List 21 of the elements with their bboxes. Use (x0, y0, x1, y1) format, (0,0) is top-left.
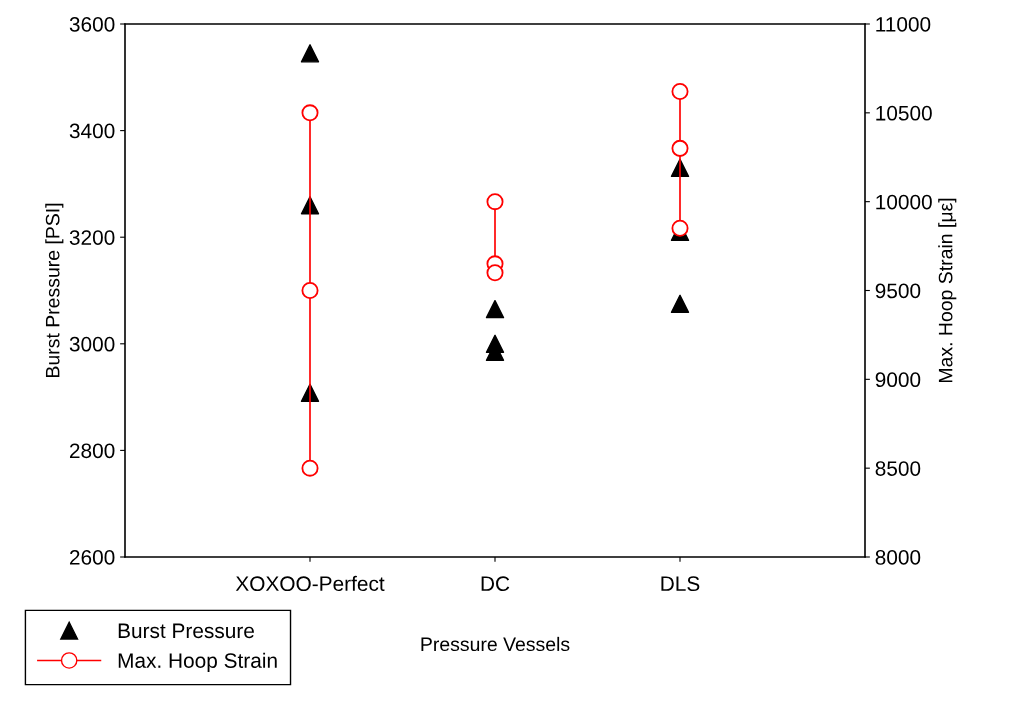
y2-tick-label: 11000 (876, 17, 931, 32)
y-axis-title: Burst Pressure [PSI] (45, 203, 64, 377)
y2-tick-label: 8500 (875, 461, 921, 476)
y2-tick-label: 9500 (875, 283, 921, 299)
y-tick-label: 3000 (69, 336, 115, 352)
x-axis-title: Pressure Vessels (421, 636, 570, 652)
y2-tick-label: 10000 (876, 194, 932, 210)
y-tick-label: 3200 (69, 230, 115, 245)
y2-tick-label: 10500 (876, 105, 932, 121)
x-tick-label: DC (481, 576, 510, 592)
legend-label: Burst Pressure (118, 623, 254, 639)
y-tick-label: 2800 (69, 443, 115, 459)
y-tick-label: 3400 (69, 123, 115, 139)
x-tick-label: XOXOO-Perfect (235, 575, 385, 592)
y-tick-label: 3600 (69, 17, 115, 32)
y2-axis-title: Max. Hoop Strain [με] (938, 198, 957, 383)
y-tick-label: 2600 (69, 550, 115, 565)
legend-label: Max. Hoop Strain (118, 652, 277, 673)
y2-tick-label: 8000 (875, 550, 921, 565)
y2-tick-label: 9000 (875, 372, 921, 388)
x-tick-label: DLS (661, 576, 700, 592)
